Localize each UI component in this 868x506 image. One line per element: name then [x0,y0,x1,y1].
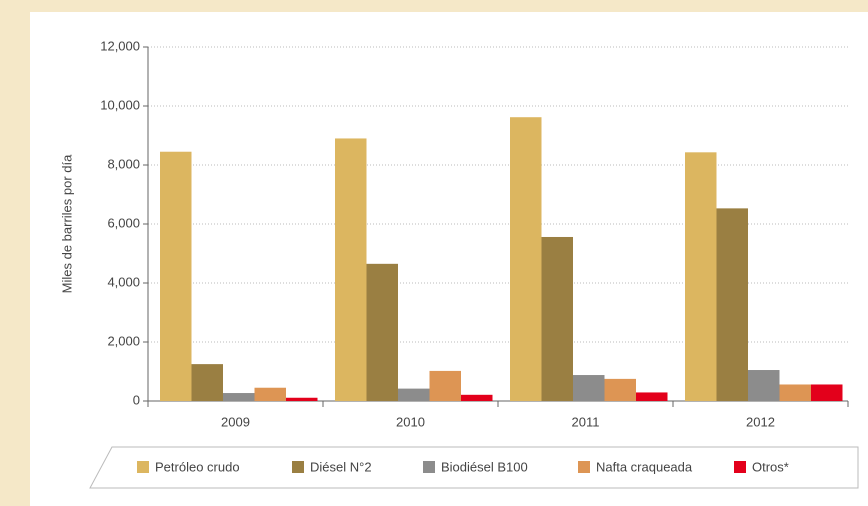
y-tick-label: 8,000 [107,156,140,171]
x-tick-label: 2012 [746,414,775,429]
y-tick-label: 12,000 [100,38,140,53]
bar [685,152,717,401]
bar [811,384,843,401]
bar [779,384,811,401]
bar [716,208,748,401]
legend-swatch [734,461,746,473]
bar [636,392,668,401]
legend-label: Diésel N°2 [310,459,372,474]
x-tick-label: 2010 [396,414,425,429]
y-tick-label: 4,000 [107,274,140,289]
bar [461,394,493,401]
y-tick-label: 10,000 [100,97,140,112]
bar [191,364,223,401]
legend-label: Otros* [752,459,789,474]
legend-label: Nafta craqueada [596,459,693,474]
bar [366,263,398,401]
legend-swatch [578,461,590,473]
bar [286,397,318,401]
bar [541,236,573,401]
bar [510,117,542,402]
bar [335,138,367,401]
bar [160,151,192,401]
bar [398,388,430,401]
legend-swatch [137,461,149,473]
y-axis-label: Miles de barriles por día [59,154,74,293]
bar [604,378,636,401]
bar [223,393,255,401]
bar [429,370,461,401]
legend-box [89,446,859,489]
y-tick-label: 2,000 [107,333,140,348]
x-tick-label: 2009 [221,414,250,429]
legend-swatch [292,461,304,473]
bar [748,370,780,401]
legend-label: Biodiésel B100 [441,459,528,474]
y-tick-label: 6,000 [107,215,140,230]
legend-label: Petróleo crudo [155,459,240,474]
x-tick-label: 2011 [572,414,600,429]
y-tick-label: 0 [133,392,140,407]
bar [254,387,286,401]
legend-swatch [423,461,435,473]
bar [573,375,605,401]
